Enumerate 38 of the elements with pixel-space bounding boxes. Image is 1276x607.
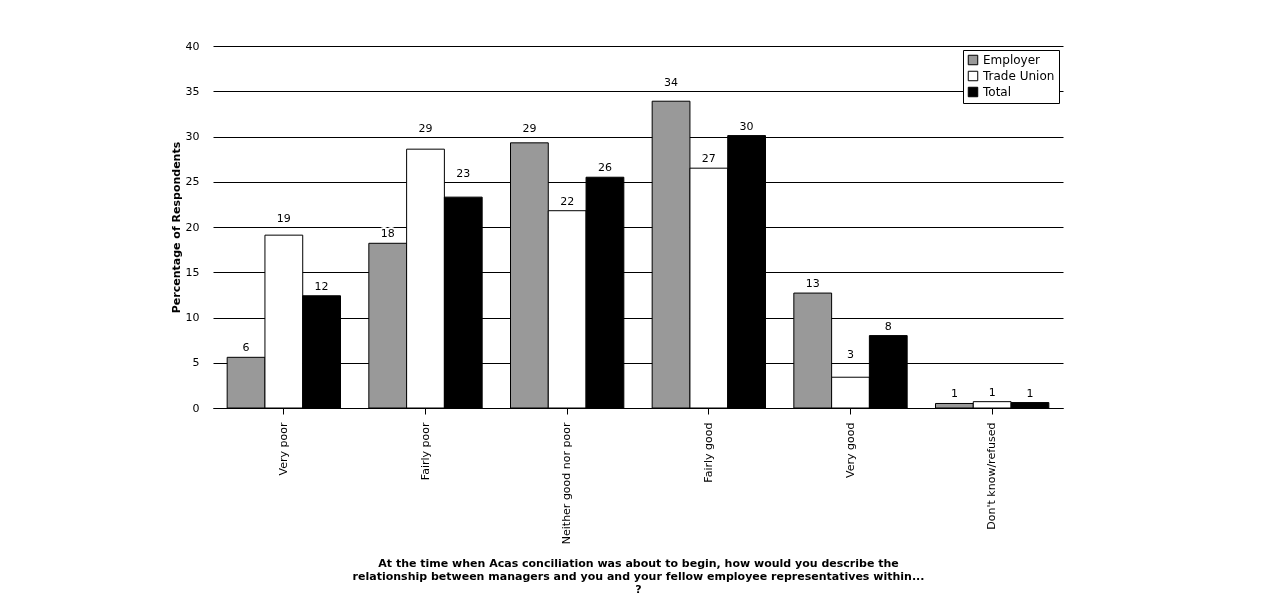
x-tick-label: Don't know/refused (985, 422, 999, 530)
data-label: 34 (664, 76, 679, 90)
data-label: 30 (739, 119, 754, 133)
x-tick-label: Very poor (276, 422, 290, 476)
data-label: 1 (1026, 386, 1034, 400)
data-label: 13 (805, 277, 820, 291)
data-label: 6 (242, 341, 250, 355)
data-label: 19 (276, 212, 291, 225)
data-label: 3 (847, 347, 854, 361)
x-tick-label: Fairly poor (418, 422, 432, 481)
y-tick-label: 20 (185, 220, 200, 234)
y-tick-label: 35 (185, 84, 200, 98)
data-label: 26 (597, 161, 612, 175)
data-label: 1 (988, 385, 996, 399)
y-tick-label: 15 (185, 265, 200, 279)
data-label: 27 (701, 152, 716, 166)
y-tick-label: 25 (185, 175, 200, 189)
data-label: 22 (560, 194, 575, 208)
legend-label: Total (982, 85, 1012, 99)
y-tick-label: 40 (185, 39, 200, 53)
y-tick-label: 0 (192, 401, 200, 415)
data-label: 8 (884, 319, 892, 333)
x-axis-title: At the time when Acas conciliation was about to begin, how would you describe the relationship between managers and you and your fellow employee representatives within... ? (352, 557, 925, 597)
x-tick-label: Very good (843, 422, 857, 478)
y-tick-label: 10 (185, 311, 200, 324)
y-tick-label: 30 (185, 130, 200, 143)
data-label: 1 (950, 387, 958, 401)
data-label: 23 (456, 166, 471, 180)
x-tick-label: Fairly good (701, 422, 715, 483)
legend-label: Employer (983, 53, 1041, 67)
data-label: 18 (380, 227, 395, 241)
x-tick-label: Neither good nor poor (560, 422, 574, 545)
data-label: 29 (418, 121, 433, 135)
y-axis-title: Percentage of Respondents (169, 141, 183, 314)
legend-label: Trade Union (982, 69, 1055, 83)
data-label: 12 (314, 279, 329, 293)
y-tick-label: 5 (192, 356, 200, 370)
data-label: 29 (522, 121, 537, 135)
